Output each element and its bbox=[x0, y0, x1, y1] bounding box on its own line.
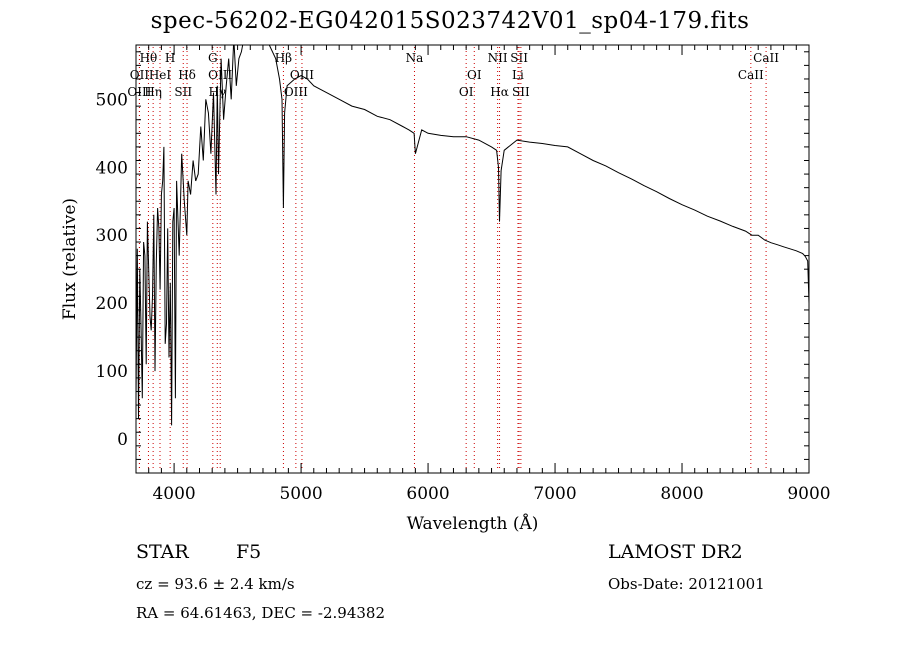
y-tick-label: 400 bbox=[96, 158, 128, 178]
y-tick-label: 200 bbox=[96, 294, 128, 314]
spectral-line-label: H bbox=[165, 51, 175, 65]
y-tick-label: 300 bbox=[96, 226, 128, 246]
spectral-line-label: SII bbox=[510, 51, 528, 65]
x-tick-label: 8000 bbox=[660, 484, 703, 504]
x-tick-label: 4000 bbox=[152, 484, 195, 504]
spectral-line-label: Na bbox=[406, 51, 424, 65]
object-class-label: STAR bbox=[136, 541, 189, 563]
spectral-line-label: Hη bbox=[144, 85, 162, 99]
x-tick-label: 5000 bbox=[279, 484, 322, 504]
coordinates-line: RA = 64.61463, DEC = -2.94382 bbox=[136, 604, 385, 622]
spectral-line-label: Hα bbox=[490, 85, 509, 99]
spectral-line-label: Li bbox=[512, 68, 524, 82]
spectral-line-label: CaII bbox=[738, 68, 764, 82]
y-tick-label: 500 bbox=[96, 90, 128, 110]
object-subclass-label: F5 bbox=[236, 541, 262, 563]
y-tick-label: 100 bbox=[96, 362, 128, 382]
x-axis-label: Wavelength (Å) bbox=[407, 513, 539, 534]
observation-date-line: Obs-Date: 20121001 bbox=[608, 575, 765, 593]
spectral-line-label: CaII bbox=[753, 51, 779, 65]
spectral-line-label: SII bbox=[174, 85, 192, 99]
spectral-line-label: G bbox=[208, 51, 218, 65]
redshift-velocity-line: cz = 93.6 ± 2.4 km/s bbox=[136, 575, 295, 593]
y-tick-label: 0 bbox=[117, 430, 128, 450]
spectral-line-label: Hθ bbox=[140, 51, 158, 65]
spectrum-series-line bbox=[136, 45, 809, 426]
spectral-line-label: Hδ bbox=[178, 68, 196, 82]
spectral-line-label: OIII bbox=[284, 85, 308, 99]
spectral-line-label: OI bbox=[467, 68, 482, 82]
x-tick-label: 9000 bbox=[787, 484, 830, 504]
y-axis-label: Flux (relative) bbox=[60, 198, 80, 320]
spectral-line-label: NII bbox=[488, 51, 508, 65]
spectral-line-label: OIII bbox=[127, 85, 151, 99]
survey-label: LAMOST DR2 bbox=[608, 541, 743, 563]
spectral-line-label: OI bbox=[459, 85, 474, 99]
plot-frame bbox=[135, 44, 810, 474]
x-tick-label: 7000 bbox=[533, 484, 576, 504]
spectral-line-label: SII bbox=[512, 85, 530, 99]
spectral-line-label: HeI bbox=[149, 68, 172, 82]
spectral-line-label: Hβ bbox=[275, 51, 292, 65]
x-tick-label: 6000 bbox=[406, 484, 449, 504]
chart-title: spec-56202-EG042015S023742V01_sp04-179.f… bbox=[150, 8, 750, 34]
